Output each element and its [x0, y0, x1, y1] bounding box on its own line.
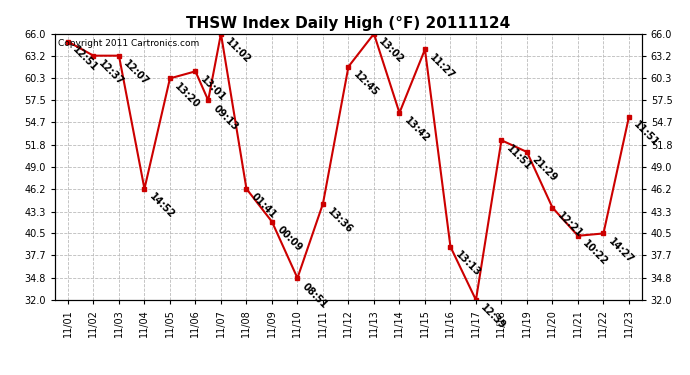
- Text: 11:27: 11:27: [428, 52, 457, 81]
- Text: 12:37: 12:37: [96, 58, 125, 87]
- Text: 12:07: 12:07: [121, 58, 150, 87]
- Text: 12:51: 12:51: [71, 44, 100, 74]
- Text: 11:51: 11:51: [504, 143, 533, 172]
- Text: 13:20: 13:20: [172, 81, 201, 110]
- Text: 12:45: 12:45: [351, 69, 380, 98]
- Text: 14:52: 14:52: [147, 192, 176, 220]
- Text: 14:27: 14:27: [607, 236, 635, 265]
- Text: 00:09: 00:09: [275, 225, 304, 254]
- Text: 13:42: 13:42: [402, 116, 431, 145]
- Text: 21:29: 21:29: [530, 155, 559, 184]
- Text: 13:01: 13:01: [198, 74, 227, 103]
- Text: 09:13: 09:13: [211, 103, 240, 132]
- Text: 12:21: 12:21: [555, 210, 584, 239]
- Text: 12:39: 12:39: [479, 303, 508, 332]
- Text: 13:36: 13:36: [326, 207, 355, 236]
- Text: 13:13: 13:13: [453, 249, 482, 279]
- Text: 10:22: 10:22: [581, 238, 610, 267]
- Text: 11:02: 11:02: [224, 36, 253, 66]
- Text: Copyright 2011 Cartronics.com: Copyright 2011 Cartronics.com: [58, 39, 199, 48]
- Text: 13:02: 13:02: [377, 36, 406, 66]
- Text: 01:41: 01:41: [249, 192, 278, 220]
- Title: THSW Index Daily High (°F) 20111124: THSW Index Daily High (°F) 20111124: [186, 16, 511, 31]
- Text: 11:51: 11:51: [632, 120, 661, 148]
- Text: 08:51: 08:51: [300, 281, 329, 310]
